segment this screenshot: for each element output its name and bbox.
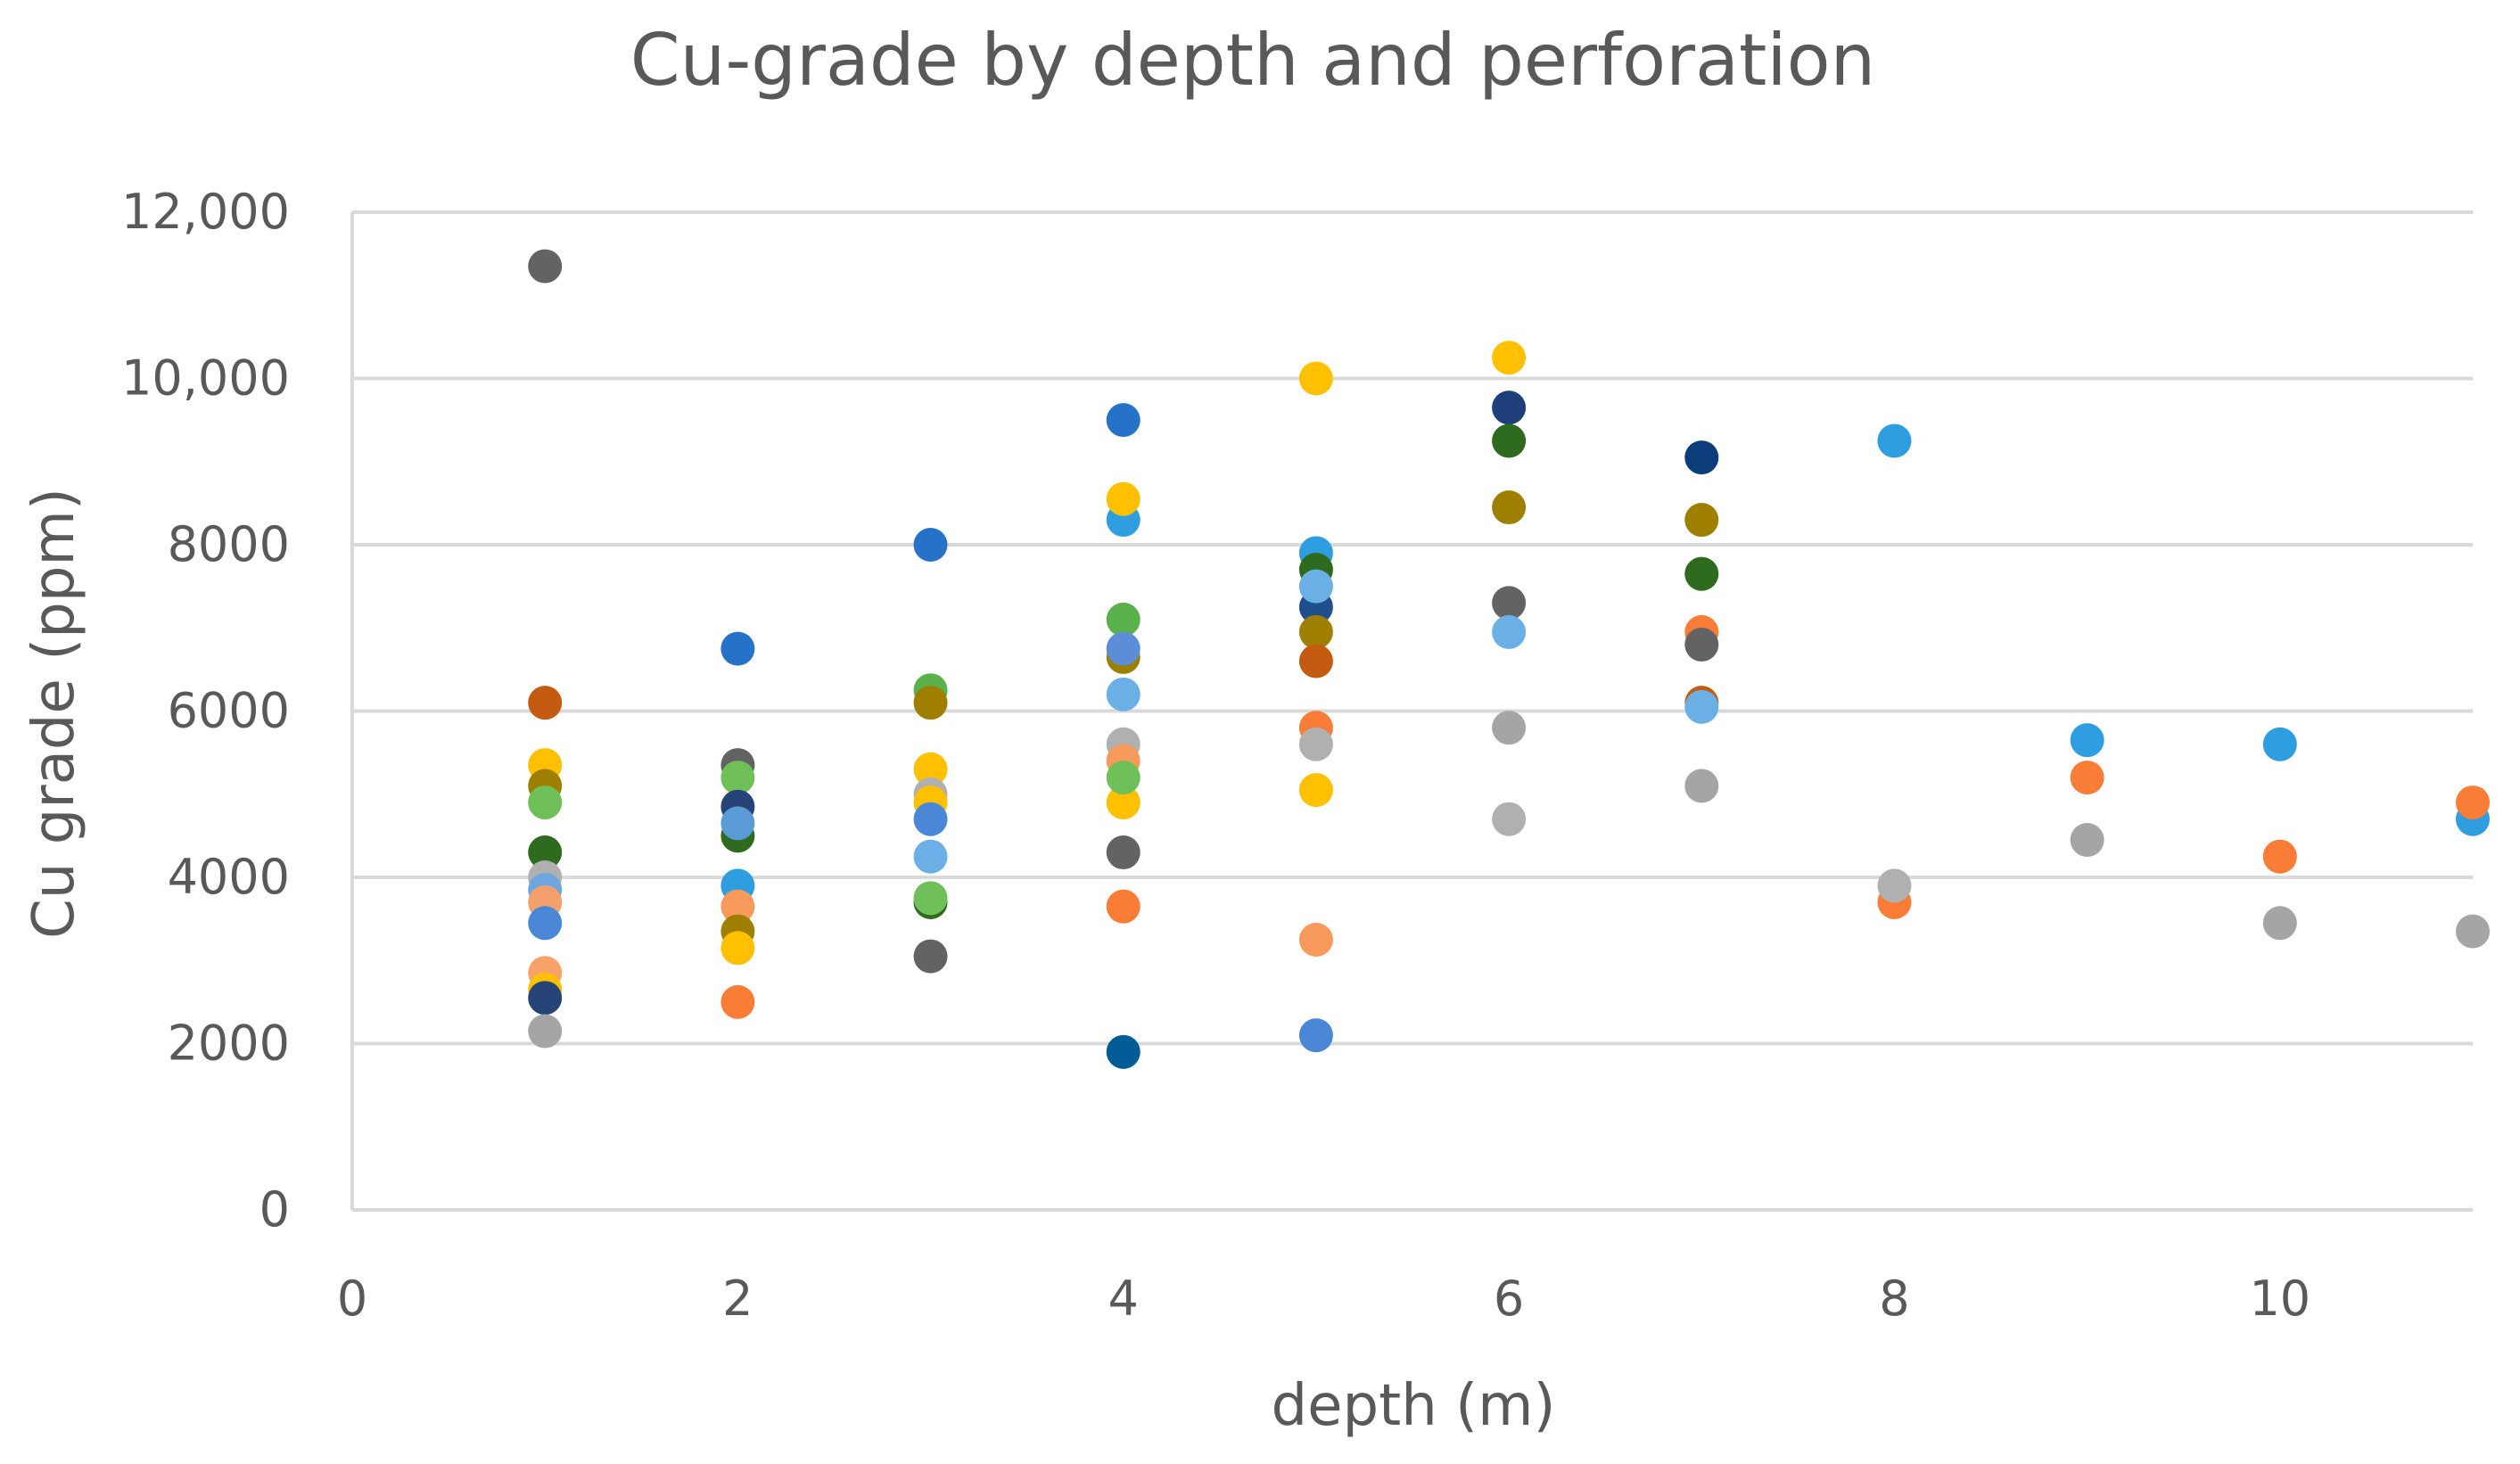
data-point bbox=[2070, 761, 2104, 795]
data-point bbox=[1106, 889, 1141, 924]
data-point bbox=[1106, 631, 1141, 666]
data-point bbox=[1684, 689, 1719, 724]
data-point bbox=[1298, 727, 1333, 761]
data-point bbox=[1298, 361, 1333, 396]
y-tick-label: 12,000 bbox=[121, 184, 290, 240]
y-axis-title: Cu grade (ppm) bbox=[21, 488, 87, 939]
data-point bbox=[1684, 440, 1719, 475]
y-axis-ticks: 0 2000 4000 6000 8000 10,000 12,000 bbox=[121, 184, 290, 1238]
data-point bbox=[528, 981, 563, 1016]
data-point bbox=[528, 1014, 563, 1049]
data-point bbox=[913, 686, 948, 720]
x-tick-label: 8 bbox=[1879, 1271, 1909, 1327]
data-point bbox=[1298, 1018, 1333, 1053]
data-point bbox=[528, 785, 563, 820]
y-tick-label: 4000 bbox=[168, 849, 290, 905]
data-point bbox=[1106, 677, 1141, 711]
y-tick-label: 2000 bbox=[168, 1016, 290, 1072]
data-point bbox=[1684, 627, 1719, 662]
gridlines bbox=[350, 210, 2473, 1212]
data-point bbox=[1492, 711, 1527, 745]
data-point bbox=[1492, 424, 1527, 458]
data-point bbox=[1106, 761, 1141, 795]
data-point bbox=[2262, 727, 2297, 761]
x-axis-ticks: 0 2 4 6 8 10 bbox=[337, 1271, 2310, 1327]
data-point bbox=[1106, 835, 1141, 870]
data-point bbox=[1106, 602, 1141, 637]
data-point bbox=[1106, 403, 1141, 438]
y-tick-label: 0 bbox=[259, 1181, 290, 1238]
data-point bbox=[1492, 586, 1527, 621]
data-point bbox=[2262, 839, 2297, 874]
data-point bbox=[1298, 569, 1333, 604]
data-point bbox=[1684, 556, 1719, 591]
data-point bbox=[2456, 785, 2490, 820]
x-tick-label: 4 bbox=[1108, 1271, 1139, 1327]
data-point bbox=[913, 528, 948, 562]
data-point bbox=[721, 806, 755, 841]
data-point bbox=[721, 984, 755, 1019]
x-tick-label: 2 bbox=[722, 1271, 753, 1327]
data-point bbox=[721, 931, 755, 966]
data-point bbox=[528, 686, 563, 720]
y-tick-label: 6000 bbox=[168, 683, 290, 739]
data-point bbox=[1684, 769, 1719, 803]
x-tick-label: 0 bbox=[337, 1271, 367, 1327]
data-point bbox=[1298, 773, 1333, 808]
data-point bbox=[2456, 914, 2490, 949]
data-point bbox=[1106, 785, 1141, 820]
x-tick-label: 10 bbox=[2249, 1271, 2310, 1327]
data-point bbox=[1492, 391, 1527, 425]
y-tick-label: 8000 bbox=[168, 516, 290, 572]
data-point bbox=[913, 839, 948, 874]
data-point bbox=[2070, 823, 2104, 858]
y-tick-label: 10,000 bbox=[121, 350, 290, 407]
data-point bbox=[528, 906, 563, 941]
data-point bbox=[1877, 424, 1912, 458]
data-point bbox=[528, 835, 563, 870]
x-tick-label: 6 bbox=[1494, 1271, 1524, 1327]
data-points bbox=[528, 249, 2490, 1069]
data-point bbox=[913, 939, 948, 974]
data-point bbox=[1106, 1034, 1141, 1069]
data-point bbox=[721, 889, 755, 924]
data-point bbox=[913, 802, 948, 836]
data-point bbox=[1298, 922, 1333, 957]
data-point bbox=[1298, 644, 1333, 679]
data-point bbox=[913, 752, 948, 786]
data-point bbox=[1492, 490, 1527, 525]
data-point bbox=[1684, 503, 1719, 538]
data-point bbox=[1106, 481, 1141, 516]
x-axis-title: depth (m) bbox=[1272, 1373, 1556, 1439]
data-point bbox=[1877, 868, 1912, 903]
data-point bbox=[913, 881, 948, 916]
data-point bbox=[721, 761, 755, 795]
data-point bbox=[1298, 614, 1333, 649]
data-point bbox=[1492, 341, 1527, 375]
data-point bbox=[2262, 906, 2297, 941]
chart-title: Cu-grade by depth and perforation bbox=[630, 19, 1875, 102]
data-point bbox=[721, 631, 755, 666]
data-point bbox=[528, 249, 563, 284]
data-point bbox=[1492, 614, 1527, 649]
data-point bbox=[2070, 723, 2104, 758]
data-point bbox=[1492, 802, 1527, 836]
